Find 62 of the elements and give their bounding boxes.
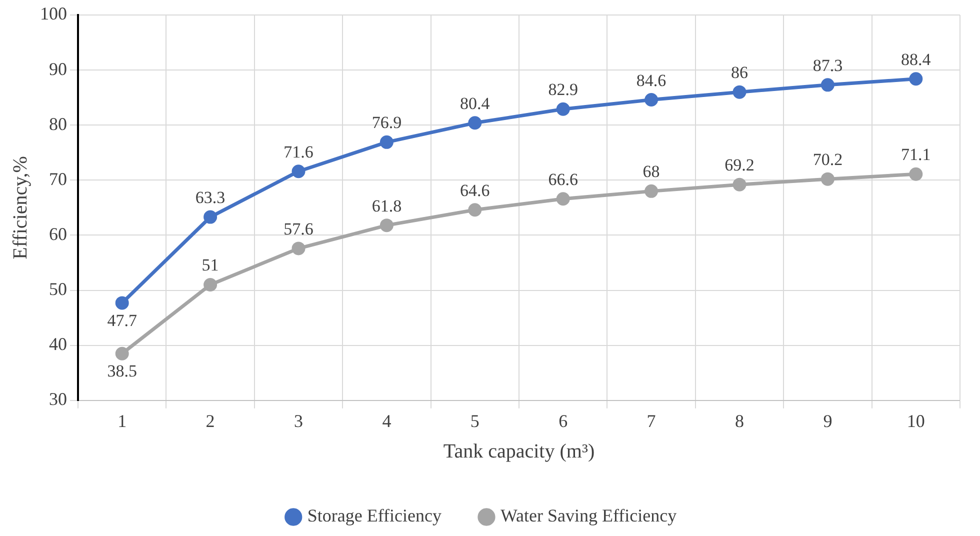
data-label: 70.2: [812, 150, 843, 170]
y-tick-label: 30: [49, 389, 67, 410]
point: [732, 85, 746, 99]
point: [204, 278, 218, 292]
data-label: 76.9: [372, 113, 402, 132]
data-label: 71.1: [901, 145, 931, 164]
point: [204, 210, 218, 224]
y-tick-label: 100: [40, 4, 67, 24]
x-tick-label: 10: [906, 410, 925, 431]
point: [115, 296, 129, 310]
y-tick-label: 50: [49, 279, 67, 300]
point: [115, 346, 129, 360]
x-tick-label: 9: [823, 410, 832, 431]
data-label: 63.3: [195, 188, 226, 208]
data-label: 84.6: [636, 70, 666, 90]
point: [644, 93, 658, 107]
data-label: 66.6: [548, 170, 578, 189]
point: [820, 78, 834, 92]
y-tick-label: 90: [49, 58, 67, 79]
point: [732, 178, 746, 192]
legend-label: Water Saving Efficiency: [500, 506, 677, 526]
data-label: 87.3: [812, 56, 843, 75]
data-label: 64.6: [460, 180, 490, 200]
x-tick-label: 4: [382, 410, 392, 431]
point: [556, 102, 570, 116]
y-tick-label: 70: [49, 168, 67, 189]
point: [556, 192, 570, 206]
x-tick-label: 1: [118, 410, 127, 431]
point: [909, 167, 923, 181]
y-tick-label: 40: [49, 334, 67, 354]
point: [380, 135, 394, 149]
data-label: 82.9: [548, 80, 578, 100]
data-label: 47.7: [107, 310, 138, 330]
x-tick-label: 5: [470, 410, 480, 431]
data-label: 38.5: [107, 362, 137, 381]
point: [292, 242, 306, 256]
point: [468, 203, 482, 217]
x-tick-label: 3: [294, 410, 303, 431]
y-axis-title: Efficiency,%: [9, 156, 32, 260]
data-label: 88.4: [901, 50, 932, 69]
data-label: 68: [642, 162, 660, 182]
point: [380, 218, 394, 232]
data-label: 71.6: [284, 142, 314, 162]
data-label: 51: [202, 256, 219, 275]
point: [644, 184, 658, 198]
point: [292, 164, 306, 178]
point: [909, 72, 923, 86]
x-axis-title: Tank capacity (m³): [443, 440, 595, 462]
point: [820, 172, 834, 186]
data-label: 61.8: [372, 196, 402, 216]
x-tick-label: 2: [206, 410, 215, 431]
data-label: 80.4: [460, 94, 490, 113]
y-tick-label: 60: [49, 224, 67, 244]
data-label: 86: [731, 63, 748, 82]
data-label: 57.6: [284, 219, 314, 238]
x-tick-label: 6: [558, 410, 568, 431]
data-label: 69.2: [724, 156, 754, 175]
point: [468, 116, 482, 130]
x-tick-label: 7: [646, 410, 656, 431]
legend-label: Storage Efficiency: [307, 506, 442, 526]
y-tick-label: 80: [49, 114, 67, 134]
x-tick-label: 8: [735, 410, 744, 431]
